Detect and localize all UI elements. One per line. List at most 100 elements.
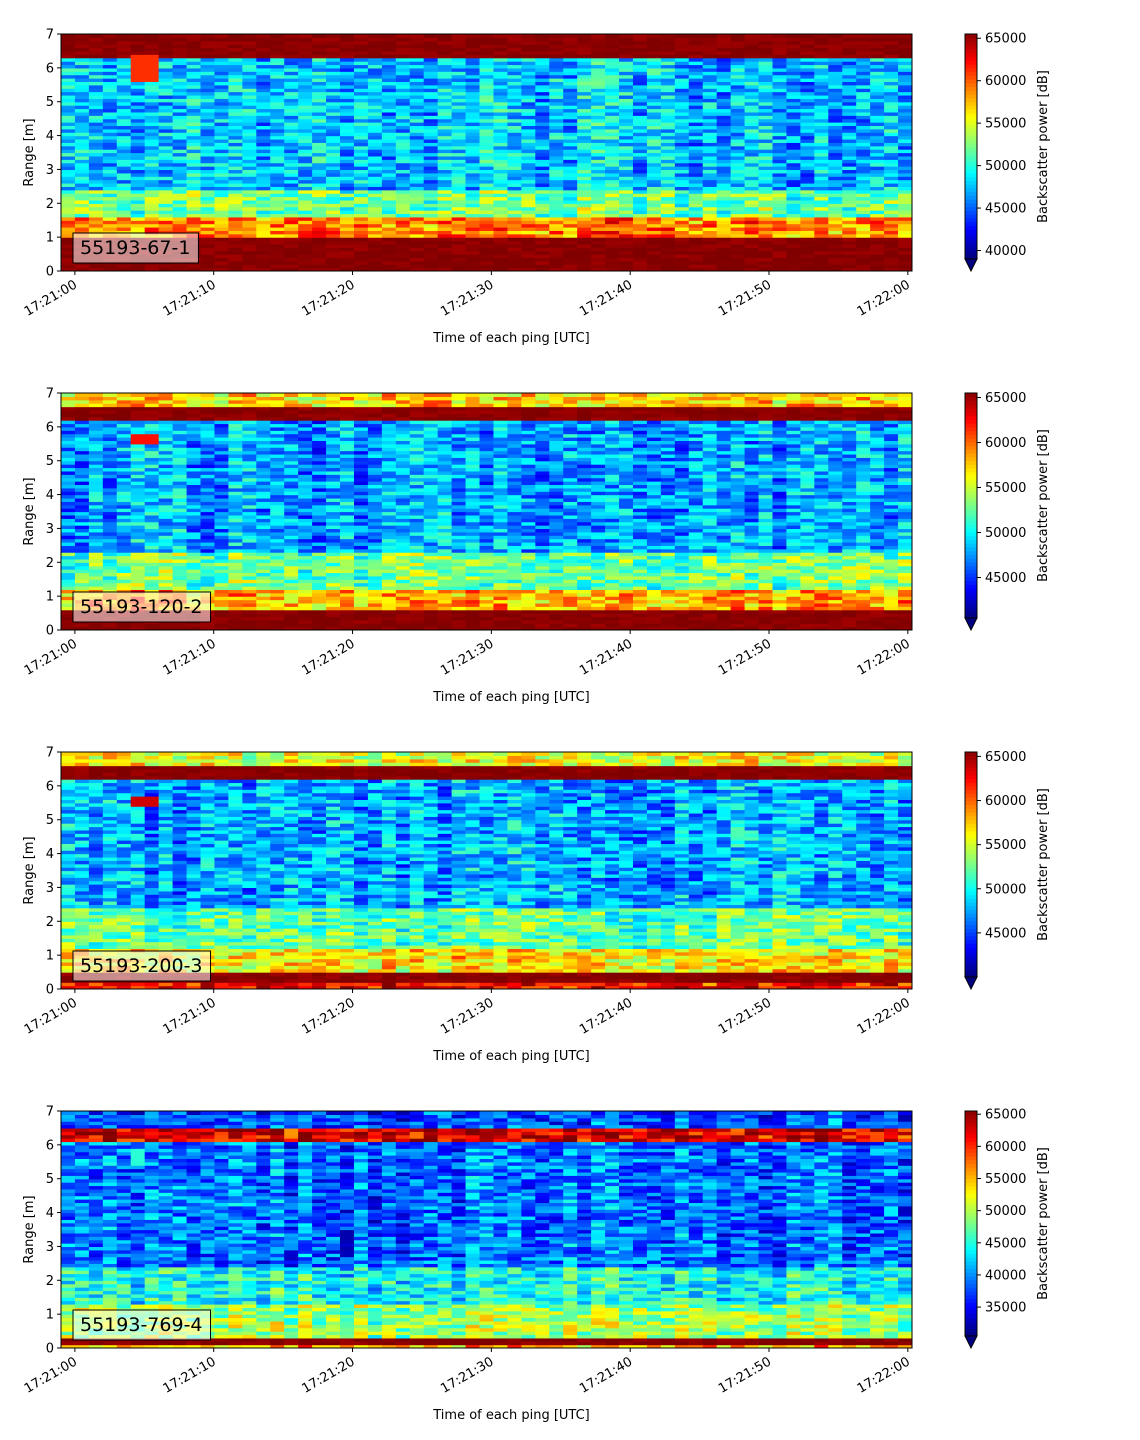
colorbar-segment [965, 139, 977, 143]
colorbar-segment [965, 60, 977, 64]
colorbar-segment [965, 222, 977, 226]
heatmap-cell [745, 34, 760, 38]
colorbar-segment [965, 203, 977, 207]
colorbar-label: Backscatter power [dB] [1036, 70, 1051, 223]
colorbar-segment [965, 237, 977, 241]
colorbar-segment [965, 229, 977, 233]
colorbar-segment [965, 147, 977, 151]
colorbar-segment [965, 180, 977, 184]
x-tick-label: 17:22:00 [855, 277, 913, 319]
heatmap-cell [647, 34, 662, 38]
heatmap-cell [89, 34, 104, 38]
colorbar-segment [965, 38, 977, 42]
colorbar-segment [965, 225, 977, 229]
heatmap-cell [131, 34, 146, 38]
heatmap-cell [61, 393, 76, 397]
colorbar-segment [965, 79, 977, 83]
heatmap-cell [131, 393, 146, 397]
heatmap-cell [731, 34, 746, 38]
colorbar-segment [965, 105, 977, 109]
heatmap-cell [201, 34, 216, 38]
heatmap-cell [75, 34, 90, 38]
heatmap-cell [619, 34, 634, 38]
heatmap-cell [159, 34, 174, 38]
x-tick-label: 17:21:20 [299, 277, 357, 319]
heatmap-cell [661, 34, 676, 38]
colorbar-segment [965, 109, 977, 113]
colorbar-tick-label: 55000 [985, 117, 1026, 132]
heatmap-cell [521, 34, 536, 38]
heatmap-cell [117, 34, 132, 38]
heatmap-cell [75, 393, 90, 397]
heatmap-cell [786, 34, 801, 38]
y-tick-label: 0 [46, 265, 54, 280]
heatmap-cell [535, 34, 550, 38]
y-tick-label: 2 [46, 197, 54, 212]
heatmap-cell [828, 34, 843, 38]
heatmap-cell [703, 34, 718, 38]
colorbar-segment [965, 64, 977, 68]
colorbar-segment [965, 188, 977, 192]
heatmap-cell [284, 34, 299, 38]
colorbar-segment [965, 57, 977, 61]
heatmap-cell [145, 34, 160, 38]
colorbar-segment [965, 90, 977, 94]
heatmap-cell [103, 34, 118, 38]
heatmap-cell [354, 34, 369, 38]
colorbar-segment [965, 184, 977, 188]
heatmap-cell [675, 34, 690, 38]
heatmap-cell [563, 34, 578, 38]
colorbar-segment [965, 162, 977, 166]
heatmap-cell [396, 34, 411, 38]
colorbar-segment [965, 128, 977, 132]
heatmap-cell [507, 34, 522, 38]
colorbar-segment [965, 83, 977, 87]
heatmap-cell [270, 34, 285, 38]
heatmap-cell [480, 34, 495, 38]
heatmap-cell [452, 34, 467, 38]
heatmap-cell [591, 34, 606, 38]
colorbar-tick-label: 40000 [985, 244, 1026, 259]
heatmap-cell [159, 393, 174, 397]
heatmap-cell [493, 34, 508, 38]
colorbar-segment [965, 252, 977, 256]
y-tick-label: 7 [46, 28, 54, 43]
x-tick-label: 17:21:00 [22, 277, 80, 319]
colorbar-segment [965, 68, 977, 72]
heatmap-cell [89, 393, 104, 397]
colorbar-segment [965, 143, 977, 147]
heatmap-cell [173, 34, 188, 38]
heatmap-cell [800, 34, 815, 38]
heatmap-cell [898, 34, 913, 38]
heatmap-cell [884, 34, 899, 38]
heatmap-cell [312, 34, 327, 38]
colorbar-segment [965, 154, 977, 158]
x-tick-label: 17:21:10 [161, 277, 219, 319]
heatmap-cell [814, 34, 829, 38]
x-tick-label: 17:21:50 [716, 277, 774, 319]
colorbar-segment [965, 244, 977, 248]
colorbar-segment [965, 173, 977, 177]
colorbar-segment [965, 117, 977, 121]
heatmap-cell [466, 34, 481, 38]
colorbar-segment [965, 248, 977, 252]
colorbar-extend-arrow [965, 259, 977, 271]
y-tick-label: 4 [46, 129, 54, 144]
colorbar-segment [965, 49, 977, 53]
colorbar-segment [965, 113, 977, 117]
colorbar-segment [965, 192, 977, 196]
colorbar-segment [965, 240, 977, 244]
heatmap-cell [214, 34, 229, 38]
colorbar-segment [965, 102, 977, 106]
colorbar-segment [965, 169, 977, 173]
heatmap-cell [382, 34, 397, 38]
heatmap-cell [103, 393, 118, 397]
heatmap-cell [298, 34, 313, 38]
heatmap-cell [870, 34, 885, 38]
x-tick-label: 17:21:30 [438, 277, 496, 319]
colorbar-tick-label: 45000 [985, 202, 1026, 217]
colorbar-segment [965, 120, 977, 124]
